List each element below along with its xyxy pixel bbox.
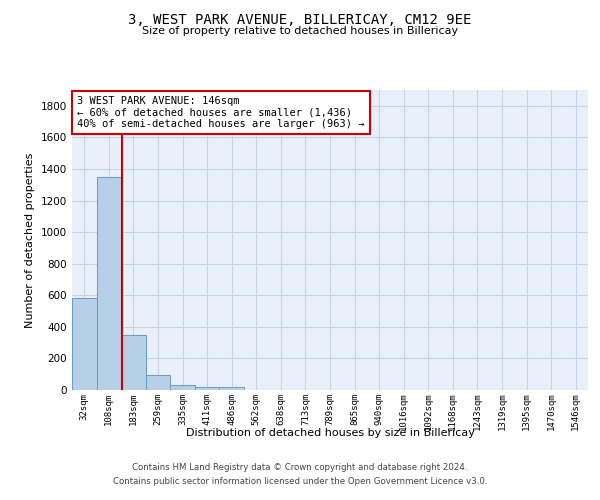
Text: 3 WEST PARK AVENUE: 146sqm
← 60% of detached houses are smaller (1,436)
40% of s: 3 WEST PARK AVENUE: 146sqm ← 60% of deta… [77,96,365,129]
Bar [97,177,121,390]
Bar [220,387,244,390]
Text: Contains public sector information licensed under the Open Government Licence v3: Contains public sector information licen… [113,477,487,486]
Text: 3, WEST PARK AVENUE, BILLERICAY, CM12 9EE: 3, WEST PARK AVENUE, BILLERICAY, CM12 9E… [128,12,472,26]
Bar [195,387,220,390]
Bar [170,386,195,390]
Bar [121,334,146,390]
Text: Contains HM Land Registry data © Crown copyright and database right 2024.: Contains HM Land Registry data © Crown c… [132,464,468,472]
Y-axis label: Number of detached properties: Number of detached properties [25,152,35,328]
Bar [146,375,170,390]
Bar [72,298,97,390]
Text: Size of property relative to detached houses in Billericay: Size of property relative to detached ho… [142,26,458,36]
Text: Distribution of detached houses by size in Billericay: Distribution of detached houses by size … [185,428,475,438]
